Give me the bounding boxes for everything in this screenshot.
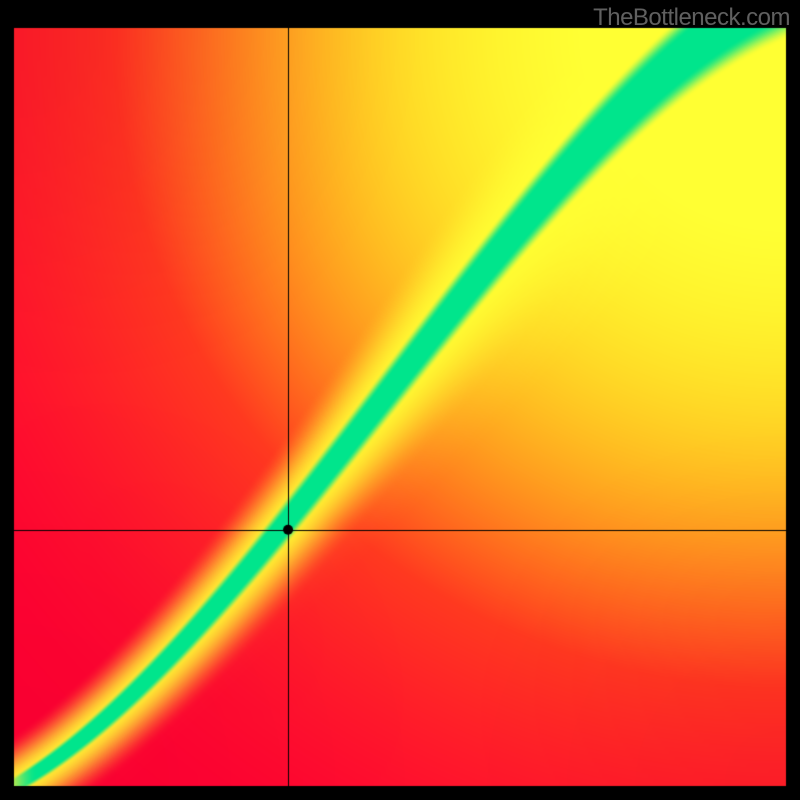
watermark-text: TheBottleneck.com: [593, 4, 790, 32]
bottleneck-heatmap: [0, 0, 800, 800]
